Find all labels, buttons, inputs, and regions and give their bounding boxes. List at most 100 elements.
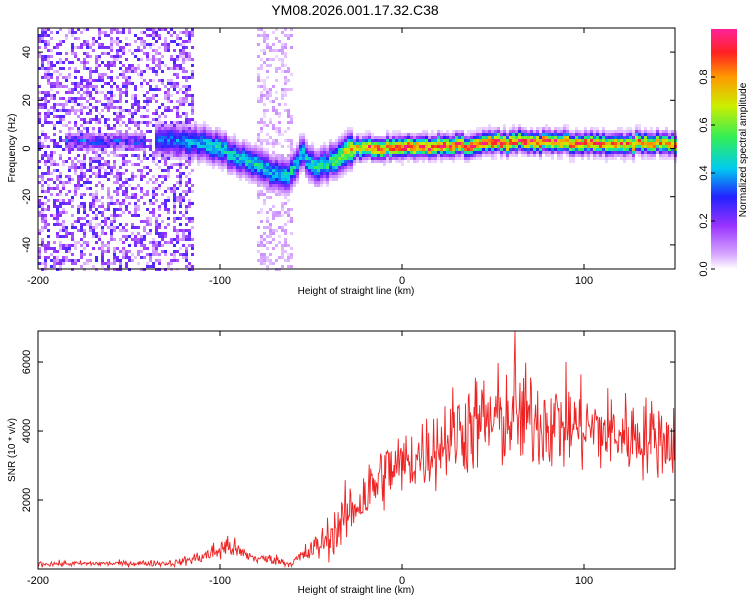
spectrogram-cell <box>512 130 515 133</box>
spectrogram-cell <box>332 151 335 154</box>
spectrogram-cell <box>179 157 182 160</box>
spectrogram-cell <box>284 139 287 142</box>
spectrogram-cell <box>179 142 182 145</box>
spectrogram-cell <box>554 145 557 148</box>
spectrogram-cell <box>56 250 59 253</box>
spectrogram-cell <box>161 181 164 184</box>
spectrogram-cell <box>287 253 290 256</box>
spectrogram-cell <box>299 151 302 154</box>
spectrogram-cell <box>170 79 173 82</box>
spectrogram-cell <box>380 142 383 145</box>
spectrogram-cell <box>110 172 113 175</box>
spectrogram-cell <box>257 79 260 82</box>
spectrogram-cell <box>41 190 44 193</box>
spectrogram-cell <box>122 193 125 196</box>
spectrogram-cell <box>575 127 578 130</box>
spectrogram-cell <box>572 142 575 145</box>
spectrogram-cell <box>257 241 260 244</box>
spectrogram-cell <box>206 133 209 136</box>
spectrogram-cell <box>77 97 80 100</box>
spectrogram-cell <box>644 154 647 157</box>
spectrogram-cell <box>263 193 266 196</box>
spectrogram-cell <box>170 238 173 241</box>
spectrogram-cell <box>158 46 161 49</box>
spectrogram-cell <box>143 133 146 136</box>
spectrogram-cell <box>665 148 668 151</box>
spectrogram-cell <box>83 58 86 61</box>
spectrogram-cell <box>488 124 491 127</box>
spectrogram-cell <box>266 91 269 94</box>
spectrogram-cell <box>122 46 125 49</box>
spectrogram-cell <box>59 235 62 238</box>
spectrogram-cell <box>71 148 74 151</box>
spectrogram-cell <box>173 124 176 127</box>
spectrogram-cell <box>494 136 497 139</box>
spectrogram-cell <box>68 151 71 154</box>
spectrogram-cell <box>182 145 185 148</box>
spectrogram-cell <box>158 208 161 211</box>
spectrogram-cell <box>620 139 623 142</box>
spectrogram-cell <box>239 178 242 181</box>
spectrogram-cell <box>158 133 161 136</box>
spectrogram-cell <box>98 28 101 31</box>
spectrogram-cell <box>371 157 374 160</box>
spectrogram-cell <box>278 142 281 145</box>
spectrogram-cell <box>62 256 65 259</box>
spectrogram-cell <box>179 229 182 232</box>
spectrogram-cell <box>329 154 332 157</box>
spectrogram-cell <box>422 160 425 163</box>
spectrogram-cell <box>248 145 251 148</box>
spectrogram-cell <box>464 136 467 139</box>
spectrogram-cell <box>134 133 137 136</box>
spectrogram-cell <box>140 40 143 43</box>
spectrogram-cell <box>335 166 338 169</box>
spectrogram-cell <box>182 190 185 193</box>
spectrogram-cell <box>170 40 173 43</box>
spectrogram-cell <box>173 139 176 142</box>
spectrogram-cell <box>548 127 551 130</box>
spectrogram-cell <box>527 148 530 151</box>
spectrogram-cell <box>191 202 194 205</box>
spectrogram-cell <box>62 199 65 202</box>
spectrogram-cell <box>56 76 59 79</box>
spectrogram-cell <box>41 106 44 109</box>
spectrogram-cell <box>155 181 158 184</box>
spectrogram-cell <box>155 148 158 151</box>
spectrogram-cell <box>167 31 170 34</box>
spectrogram-cell <box>113 190 116 193</box>
spectrogram-cell <box>95 208 98 211</box>
spectrogram-cell <box>98 211 101 214</box>
spectrogram-cell <box>341 151 344 154</box>
spectrogram-cell <box>308 163 311 166</box>
spectrogram-cell <box>152 112 155 115</box>
spectrogram-cell <box>464 154 467 157</box>
spectrogram-cell <box>59 172 62 175</box>
spectrogram-cell <box>107 190 110 193</box>
spectrogram-cell <box>539 142 542 145</box>
spectrogram-cell <box>74 112 77 115</box>
spectrogram-cell <box>533 136 536 139</box>
spectrogram-cell <box>50 85 53 88</box>
spectrogram-cell <box>41 241 44 244</box>
spectrogram-cell <box>167 79 170 82</box>
spectrogram-cell <box>572 139 575 142</box>
spectrogram-cell <box>341 139 344 142</box>
spectrogram-cell <box>149 130 152 133</box>
spectrogram-cell <box>440 154 443 157</box>
spectrogram-cell <box>122 91 125 94</box>
spectrogram-cell <box>149 253 152 256</box>
spectrogram-cell <box>71 136 74 139</box>
spectrogram-cell <box>302 157 305 160</box>
spectrogram-cell <box>134 34 137 37</box>
spectrogram-cell <box>596 130 599 133</box>
spectrogram-cell <box>518 139 521 142</box>
spectrogram-cell <box>488 154 491 157</box>
spectrogram-cell <box>260 211 263 214</box>
spectrogram-cell <box>263 154 266 157</box>
spectrogram-cell <box>287 79 290 82</box>
spectrogram-cell <box>71 28 74 31</box>
spectrogram-cell <box>275 130 278 133</box>
spectrogram-cell <box>548 133 551 136</box>
spectrogram-cell <box>176 217 179 220</box>
